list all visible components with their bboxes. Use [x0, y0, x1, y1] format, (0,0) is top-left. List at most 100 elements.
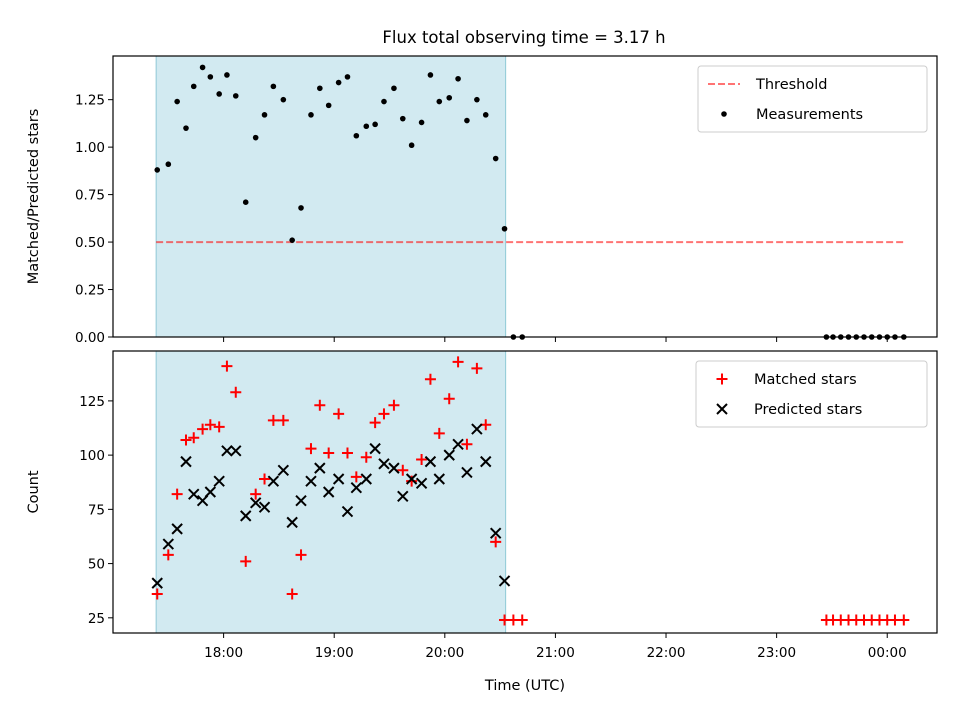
- x-tick-label: 00:00: [868, 645, 907, 661]
- y-tick-label: 50: [88, 557, 105, 573]
- data-point: [199, 64, 206, 71]
- data-point: [305, 443, 317, 455]
- data-point: [171, 523, 183, 535]
- data-point: [341, 505, 354, 518]
- legend-label: Matched stars: [754, 372, 857, 388]
- data-point: [240, 555, 252, 567]
- data-point: [372, 121, 378, 128]
- data-point: [298, 205, 304, 211]
- data-point: [516, 614, 528, 626]
- x-tick-label: 18:00: [204, 645, 243, 661]
- data-point: [224, 72, 230, 78]
- observing-span: [155, 350, 507, 634]
- data-point: [397, 464, 409, 476]
- data-point: [424, 455, 437, 468]
- data-point: [197, 423, 209, 435]
- data-point: [455, 75, 461, 82]
- data-point: [165, 161, 172, 168]
- data-point: [492, 155, 499, 162]
- data-point: [180, 455, 192, 468]
- data-point: [415, 477, 428, 490]
- legend-box: [695, 360, 928, 428]
- data-point: [322, 486, 335, 498]
- data-point: [461, 438, 473, 450]
- data-point: [230, 445, 242, 457]
- data-point: [295, 494, 307, 507]
- data-point: [388, 462, 400, 474]
- data-point: [898, 614, 910, 626]
- data-point: [277, 464, 290, 477]
- data-point: [240, 510, 252, 522]
- data-point: [216, 91, 222, 97]
- data-point: [452, 438, 464, 450]
- y-tick-label: 1.00: [75, 140, 105, 156]
- data-point: [171, 488, 183, 500]
- data-point: [501, 225, 508, 232]
- data-point: [344, 74, 351, 80]
- legend-label: Measurements: [756, 107, 863, 123]
- data-point: [221, 445, 233, 457]
- data-point: [406, 475, 418, 487]
- legend-marker: [716, 373, 728, 385]
- data-point: [474, 96, 480, 103]
- data-point: [188, 432, 200, 444]
- data-point: [314, 462, 326, 474]
- data-point: [480, 455, 492, 468]
- data-point: [360, 451, 372, 463]
- data-point: [221, 360, 233, 372]
- data-point: [446, 94, 453, 101]
- legend-label: Threshold: [755, 77, 827, 93]
- data-point: [335, 79, 342, 86]
- data-point: [252, 134, 259, 141]
- data-point: [388, 399, 400, 411]
- x-tick-label: 19:00: [315, 645, 354, 661]
- data-point: [482, 112, 489, 118]
- y-tick-label: 25: [88, 611, 105, 627]
- data-point: [314, 399, 326, 411]
- data-point: [151, 588, 163, 600]
- x-tick-label: 20:00: [425, 645, 464, 661]
- data-point: [461, 466, 473, 479]
- data-point: [498, 575, 511, 587]
- figure-title: Flux total observing time = 3.17 h: [382, 28, 665, 47]
- data-point: [333, 408, 345, 420]
- data-point: [289, 237, 295, 243]
- data-point: [399, 115, 406, 122]
- data-point: [452, 356, 464, 368]
- data-point: [353, 132, 360, 139]
- data-point: [418, 119, 425, 126]
- data-point: [427, 72, 434, 78]
- y-tick-label: 0.00: [75, 330, 105, 346]
- data-point: [381, 98, 387, 105]
- data-point: [204, 419, 216, 431]
- x-tick-label: 22:00: [647, 645, 686, 661]
- legend-box: [697, 65, 928, 133]
- data-point: [369, 417, 381, 429]
- data-point: [433, 473, 445, 485]
- data-point: [207, 74, 214, 80]
- x-tick-label: 23:00: [757, 645, 796, 661]
- data-point: [391, 85, 397, 92]
- data-point: [286, 588, 298, 600]
- data-point: [213, 475, 225, 487]
- data-point: [332, 473, 345, 485]
- observing-span: [155, 55, 507, 338]
- data-point: [378, 458, 390, 470]
- data-point: [490, 536, 502, 548]
- y-tick-label: 0.25: [75, 283, 105, 299]
- legend: Threshold Measurements: [697, 65, 928, 133]
- data-point: [350, 481, 363, 494]
- data-point: [230, 386, 242, 398]
- data-point: [204, 486, 217, 498]
- y-tick-label: 75: [88, 502, 105, 518]
- series-plus: [151, 356, 910, 626]
- y-tick-label: 125: [79, 394, 105, 410]
- data-point: [259, 473, 271, 485]
- data-point: [436, 98, 443, 105]
- data-point: [323, 447, 335, 459]
- data-point: [471, 362, 483, 374]
- data-point: [360, 473, 372, 485]
- data-point: [295, 549, 307, 561]
- count-panel: 25 50 75 100 125 18:00 19:00 20:00 21:00 22:00 23:…: [26, 350, 938, 694]
